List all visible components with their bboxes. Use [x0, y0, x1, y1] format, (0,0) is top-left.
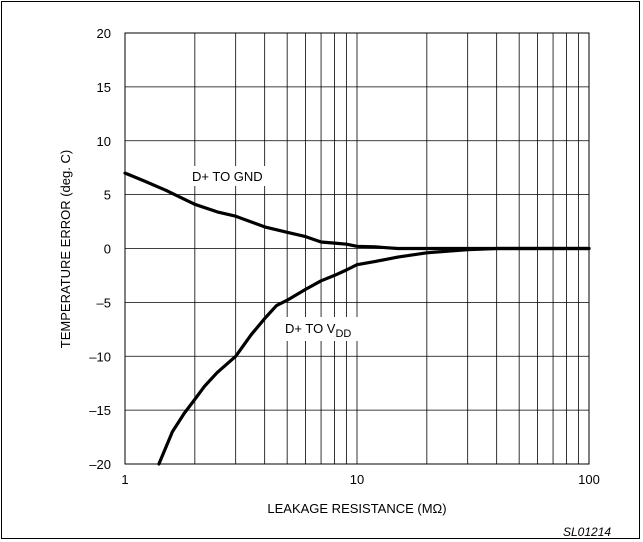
series-label-vdd: D+ TO VDD [285, 321, 351, 340]
series-label-vdd-main: D+ TO V [285, 321, 336, 336]
y-tick-label: 10 [97, 134, 111, 149]
y-tick-label: –10 [89, 349, 111, 364]
gnd-label-bg [188, 166, 282, 186]
y-tick-label: 5 [104, 188, 111, 203]
y-tick-label: –5 [97, 295, 111, 310]
figure-id: SL01214 [563, 525, 611, 539]
tick-label-layer: 20 15 10 5 0 –5 –10 –15 –20 1 10 100 [89, 26, 600, 487]
series-label-gnd: D+ TO GND [192, 169, 263, 184]
y-tick-label: –20 [89, 457, 111, 472]
y-tick-label: 0 [104, 242, 111, 257]
x-tick-label: 1 [121, 472, 128, 487]
x-tick-label: 100 [578, 472, 600, 487]
y-tick-label: –15 [89, 403, 111, 418]
x-tick-label: 10 [350, 472, 364, 487]
series-line-1 [157, 246, 591, 466]
y-tick-label: 15 [97, 80, 111, 95]
y-tick-label: 20 [97, 26, 111, 41]
series-layer [123, 171, 591, 466]
vdd-label-bg [281, 317, 373, 341]
y-axis-title: TEMPERATURE ERROR (deg. C) [58, 150, 73, 348]
x-axis-title: LEAKAGE RESISTANCE (MΩ) [267, 501, 446, 516]
series-label-vdd-subscript: DD [335, 328, 351, 340]
